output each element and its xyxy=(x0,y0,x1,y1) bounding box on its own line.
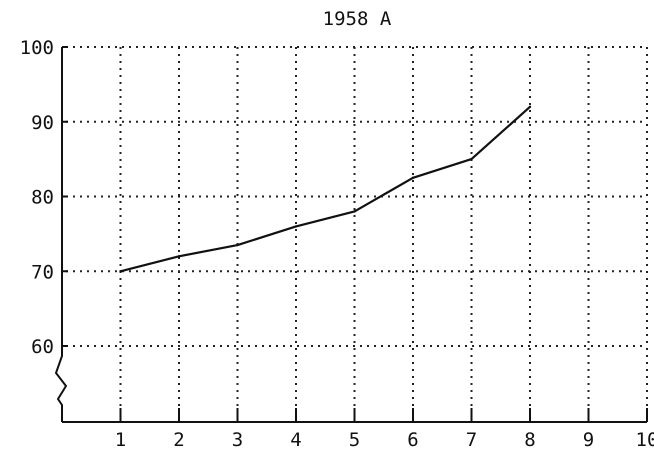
x-tick-label: 10 xyxy=(636,429,654,451)
x-tick-label: 7 xyxy=(466,429,477,451)
data-point xyxy=(411,176,415,180)
y-tick-label: 70 xyxy=(31,261,54,283)
y-tick-label: 100 xyxy=(20,37,54,59)
axes xyxy=(54,46,648,423)
grid xyxy=(66,46,648,422)
x-tick-label: 2 xyxy=(173,429,184,451)
data-point xyxy=(470,157,473,161)
x-tick-label: 8 xyxy=(524,429,535,451)
series-layer xyxy=(119,105,532,273)
x-tick-label: 5 xyxy=(349,429,360,451)
y-tick-labels: 60 70 80 90 100 xyxy=(20,37,54,358)
x-tick-label: 3 xyxy=(232,429,243,451)
x-tick-label: 1 xyxy=(115,429,126,451)
y-tick-label: 80 xyxy=(31,187,54,209)
data-point xyxy=(236,243,239,247)
data-point xyxy=(119,270,122,273)
x-tick-label: 6 xyxy=(407,429,418,451)
y-tick-label: 90 xyxy=(31,112,54,134)
x-tick-label: 9 xyxy=(583,429,594,451)
series-line-0 xyxy=(120,105,531,273)
x-tick-labels: 1 2 3 4 5 6 7 8 9 10 xyxy=(115,429,654,451)
data-point xyxy=(294,225,298,228)
chart-title: 1958 A xyxy=(323,8,392,30)
x-tick-label: 4 xyxy=(290,429,301,451)
data-point xyxy=(528,105,532,109)
data-point xyxy=(177,255,181,258)
y-axis xyxy=(54,47,68,422)
data-point xyxy=(353,210,356,213)
y-tick-label: 60 xyxy=(31,336,54,358)
